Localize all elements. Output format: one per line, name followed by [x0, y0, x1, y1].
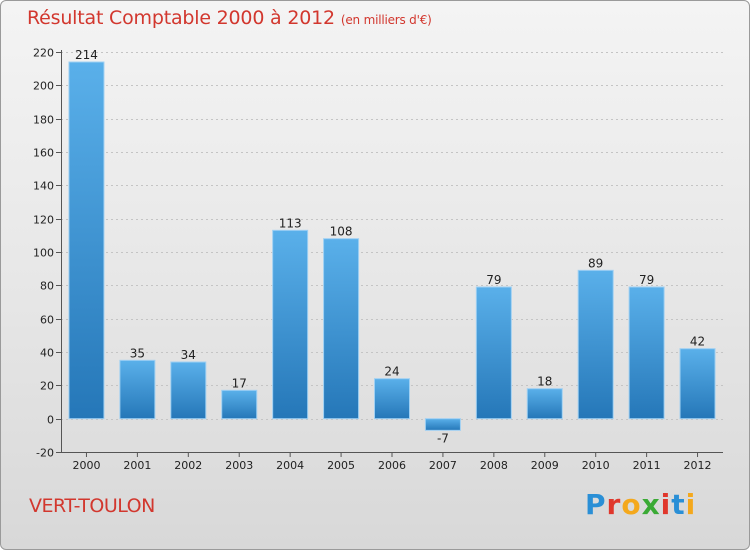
- y-tick-label: 100: [33, 247, 54, 260]
- data-label: -7: [437, 431, 449, 445]
- data-label: 113: [279, 216, 302, 230]
- x-tick-label: 2007: [429, 459, 457, 472]
- data-label: 17: [232, 376, 247, 390]
- bar: [119, 359, 156, 420]
- chart-title: Résultat Comptable 2000 à 2012 (en millie…: [27, 7, 432, 29]
- data-label: 214: [75, 48, 98, 62]
- y-tick-label: 120: [33, 214, 54, 227]
- data-label: 108: [330, 225, 353, 239]
- bar: [475, 286, 512, 420]
- logo-letter: i: [660, 488, 672, 521]
- data-label: 35: [130, 346, 145, 360]
- bar: [170, 361, 207, 420]
- x-axis-ticks: 2000 2001 2002 2003 2004 2005 2006 2007 2008 2009…: [72, 459, 711, 472]
- y-tick-label: 0: [47, 414, 54, 427]
- x-tick-label: 2003: [225, 459, 253, 472]
- chart-title-main: Résultat Comptable 2000 à 2012: [27, 7, 335, 29]
- y-tick-label: 180: [33, 114, 54, 127]
- x-tick-label: 2005: [327, 459, 355, 472]
- y-tick-label: 220: [33, 47, 54, 60]
- bar: [679, 348, 716, 420]
- y-tick-label: 40: [40, 347, 54, 360]
- y-tick-label: 160: [33, 147, 54, 160]
- logo-letter: P: [585, 488, 607, 521]
- y-tick-label: 60: [40, 314, 54, 327]
- x-tick-label: 2010: [582, 459, 610, 472]
- x-tick-label: 2006: [378, 459, 406, 472]
- data-label: 42: [690, 335, 705, 349]
- data-label: 34: [181, 348, 196, 362]
- location-label: VERT-TOULON: [29, 495, 155, 517]
- data-label: 24: [384, 365, 399, 379]
- bar: [424, 418, 461, 431]
- x-tick-label: 2009: [531, 459, 559, 472]
- y-tick-label: 20: [40, 380, 54, 393]
- data-labels: 214 35 34 17 113 108 24 -7 79 18 89 79 42: [75, 48, 705, 445]
- y-tick-label: 80: [40, 280, 54, 293]
- data-label: 79: [639, 273, 654, 287]
- bar: [68, 61, 105, 420]
- bar: [221, 389, 258, 420]
- x-tick-label: 2002: [174, 459, 202, 472]
- y-axis-ticks: -20 0 20 40 60 80 100 120 140 160 180 200 220: [33, 47, 54, 460]
- x-tick-label: 2001: [123, 459, 151, 472]
- chart-subtitle: (en milliers d'€): [340, 13, 432, 27]
- x-tick-label: 2000: [72, 459, 100, 472]
- x-tick-label: 2012: [684, 459, 712, 472]
- x-tick-label: 2008: [480, 459, 508, 472]
- bar: [628, 286, 665, 420]
- data-label: 18: [537, 375, 552, 389]
- logo-letter: r: [606, 488, 622, 521]
- x-tick-label: 2011: [633, 459, 661, 472]
- bar: [374, 378, 410, 420]
- logo-letter: o: [621, 488, 642, 521]
- logo-letter: t: [671, 488, 686, 521]
- axes: [56, 50, 723, 457]
- bar: [323, 238, 360, 420]
- data-label: 89: [588, 256, 603, 270]
- bars: [68, 61, 716, 431]
- bar: [272, 229, 309, 420]
- y-tick-label: 140: [33, 180, 54, 193]
- bar: [577, 269, 614, 420]
- y-tick-label: -20: [36, 447, 54, 460]
- proxiti-logo: Proxiti: [585, 488, 696, 521]
- y-tick-label: 200: [33, 80, 54, 93]
- bar: [526, 388, 563, 420]
- logo-letter: x: [641, 488, 661, 521]
- logo-letter: i: [685, 488, 697, 521]
- data-label: 79: [486, 273, 501, 287]
- x-tick-label: 2004: [276, 459, 304, 472]
